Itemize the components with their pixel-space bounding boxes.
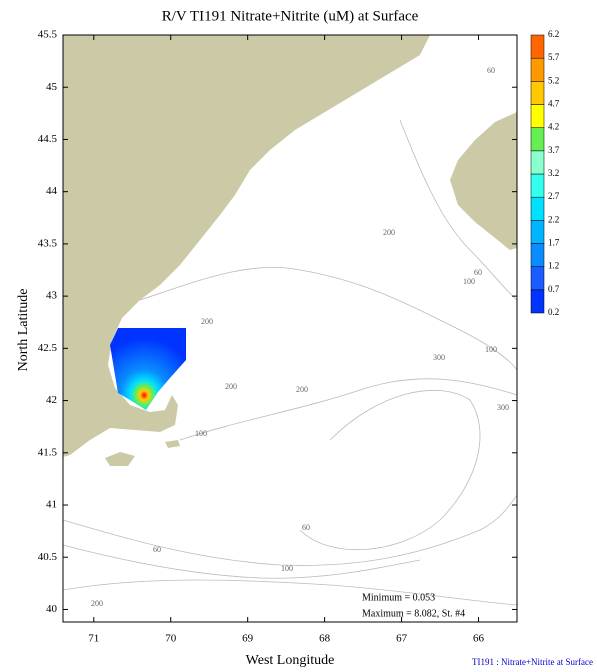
colorbar-box xyxy=(530,196,545,221)
colorbar-label: 5.7 xyxy=(548,52,560,62)
colorbar-box xyxy=(530,57,545,82)
colorbar-box xyxy=(530,243,545,267)
y-tick-label: 40.5 xyxy=(38,551,58,563)
x-tick-label: 69 xyxy=(242,633,254,645)
colorbar-label: 0.2 xyxy=(548,307,559,317)
annotation: Maximum = 8.082, St. #4 xyxy=(362,608,465,619)
mainland xyxy=(63,35,430,457)
colorbar-box xyxy=(530,220,545,244)
contour-label: 100 xyxy=(281,564,293,573)
y-tick-label: 43.5 xyxy=(38,237,58,249)
colorbar-label: 4.2 xyxy=(548,122,559,132)
concentration-field xyxy=(110,328,186,410)
contour-label: 60 xyxy=(474,268,482,277)
x-tick-label: 68 xyxy=(319,633,331,645)
contour-label: 200 xyxy=(201,317,213,326)
contour-line xyxy=(62,544,421,579)
x-tick-label: 70 xyxy=(165,633,177,645)
y-tick-label: 45 xyxy=(46,81,58,93)
y-tick-label: 44.5 xyxy=(38,133,58,145)
colorbar-box xyxy=(530,289,545,314)
contour-label: 200 xyxy=(91,599,103,608)
colorbar-box xyxy=(530,173,545,198)
contour-label: 300 xyxy=(497,403,509,412)
contour-label: 60 xyxy=(487,66,495,75)
annotation: Minimum = 0.053 xyxy=(362,592,435,603)
colorbar-label: 1.2 xyxy=(548,261,559,271)
y-tick-label: 43 xyxy=(46,290,58,302)
contour-label: 300 xyxy=(433,353,445,362)
colorbar-label: 3.2 xyxy=(548,168,559,178)
y-tick-label: 40 xyxy=(46,603,58,615)
colorbar-label: 4.7 xyxy=(548,99,560,109)
island xyxy=(165,440,180,448)
x-tick-label: 67 xyxy=(396,633,408,645)
plot-frame xyxy=(62,34,518,623)
y-tick-label: 42.5 xyxy=(38,342,58,354)
y-tick-label: 45.5 xyxy=(38,29,58,41)
contour-label: 100 xyxy=(485,345,497,354)
y-axis-label: North Latitude xyxy=(16,289,31,372)
colorbar-box xyxy=(530,81,545,105)
y-tick-label: 41.5 xyxy=(38,446,58,458)
nova-scotia xyxy=(450,112,517,250)
colorbar-label: 1.7 xyxy=(548,238,560,248)
contour-label: 60 xyxy=(302,523,310,532)
island xyxy=(105,452,135,466)
contour-label: 200 xyxy=(296,385,308,394)
colorbar-label: 6.2 xyxy=(548,29,559,39)
colorbar-label: 2.2 xyxy=(548,214,559,224)
contour-label: 60 xyxy=(153,545,161,554)
x-tick-label: 71 xyxy=(88,633,99,645)
contour-label: 100 xyxy=(195,429,207,438)
colorbar-label: 3.7 xyxy=(548,145,560,155)
contour-line xyxy=(179,378,518,441)
contour-label: 200 xyxy=(383,228,395,237)
contour-line xyxy=(399,119,518,301)
contour-label: 100 xyxy=(463,277,475,286)
colorbar-box xyxy=(530,34,545,59)
contour-line xyxy=(139,267,518,371)
y-tick-label: 42 xyxy=(46,394,57,406)
x-tick-label: 66 xyxy=(473,633,485,645)
land xyxy=(63,35,517,466)
contour-line xyxy=(62,494,518,566)
colorbar-box xyxy=(530,104,545,128)
colorbar-box xyxy=(530,266,545,291)
x-axis-label: West Longitude xyxy=(246,653,335,668)
chart-title: R/V TI191 Nitrate+Nitrite (uM) at Surfac… xyxy=(162,8,419,24)
colorbar-box xyxy=(530,127,545,152)
colorbar-label: 5.2 xyxy=(548,75,559,85)
y-tick-label: 44 xyxy=(46,185,58,197)
colorbar-label: 0.7 xyxy=(548,284,560,294)
y-tick-label: 41 xyxy=(46,499,57,511)
contour-line xyxy=(62,579,518,606)
contour-line xyxy=(299,389,481,551)
footer: TI191 : Nitrate+Nitrite at Surface xyxy=(472,657,593,667)
colorbar-label: 2.7 xyxy=(548,191,560,201)
contours xyxy=(62,119,518,606)
colorbar-box xyxy=(530,150,545,175)
contour-label: 200 xyxy=(225,382,237,391)
